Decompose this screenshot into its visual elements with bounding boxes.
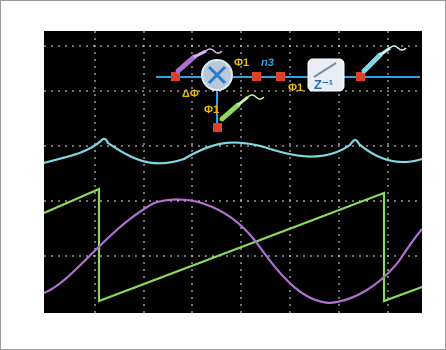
probe-output-icon[interactable] [361,45,407,74]
cyan-trace [44,137,422,165]
signal-flow-diagram: Φ1 n3 Φ1 ΔΦ Φ1 Z⁻¹ [156,45,420,132]
grid [44,31,422,313]
probe-input-icon[interactable] [175,48,223,74]
connector[interactable] [276,72,285,81]
scope-plot: Φ1 n3 Φ1 ΔΦ Φ1 Z⁻¹ [44,31,422,313]
delay-block[interactable] [307,58,345,92]
phi-label: Φ1 [234,57,249,69]
multiply-icon [207,65,227,85]
green-trace [44,187,422,303]
delay-slash-icon [313,62,337,78]
delta-phi-label: ΔΦ [182,88,199,100]
connector[interactable] [356,72,365,81]
connector[interactable] [213,123,222,132]
n3-label: n3 [261,57,274,69]
probe-phase-icon[interactable] [219,94,265,122]
connector[interactable] [252,72,261,81]
phi-label: Φ1 [288,82,303,94]
phi-label: Φ1 [204,104,219,116]
purple-trace [44,198,422,305]
connector[interactable] [171,72,180,81]
oscilloscope-screen: Φ1 n3 Φ1 ΔΦ Φ1 Z⁻¹ [44,31,422,313]
delay-label: Z⁻¹ [314,77,333,92]
